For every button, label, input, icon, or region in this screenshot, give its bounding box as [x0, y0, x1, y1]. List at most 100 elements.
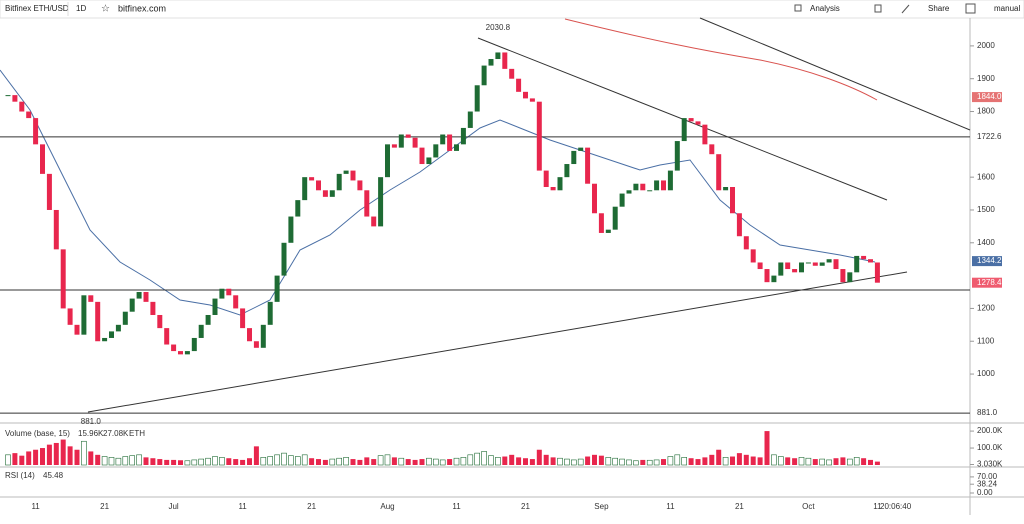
- candle: [102, 337, 108, 342]
- candle: [309, 177, 315, 181]
- favorite-star[interactable]: ☆: [101, 4, 110, 15]
- analysis-icon: [794, 4, 802, 12]
- volume-last: 15.96K: [78, 429, 104, 438]
- price-annotation: 2030.8: [486, 23, 511, 32]
- indicators-icon[interactable]: [874, 4, 882, 13]
- interval[interactable]: 1D: [76, 4, 86, 13]
- candle: [681, 118, 687, 142]
- volume-bar: [702, 457, 708, 465]
- x-tick-label: 21: [307, 502, 316, 511]
- symbol[interactable]: Bitfinex ETH/USD: [5, 4, 69, 13]
- volume-bar: [205, 457, 211, 466]
- volume-bar: [681, 457, 688, 466]
- candle: [371, 216, 377, 227]
- draw-icon[interactable]: [901, 4, 910, 14]
- candle: [419, 147, 425, 165]
- price-tag: [972, 277, 1002, 288]
- candle: [281, 242, 287, 276]
- candle: [143, 292, 149, 302]
- y-tick-label: 1400: [977, 238, 995, 247]
- candle: [516, 78, 522, 92]
- volume-bar: [281, 452, 287, 466]
- candle: [219, 288, 225, 299]
- volume-bar: [26, 451, 32, 465]
- volume-bar: [122, 456, 129, 466]
- candle: [785, 262, 791, 270]
- volume-bar: [364, 457, 370, 465]
- volume-bar: [646, 459, 653, 466]
- share-button[interactable]: Share: [928, 4, 950, 13]
- volume-bar: [198, 458, 204, 466]
- volume-bar: [19, 455, 25, 465]
- fullscreen-icon[interactable]: [965, 3, 976, 14]
- volume-bar: [640, 459, 646, 465]
- volume-bar: [164, 459, 170, 465]
- x-tick-label: 11: [31, 502, 40, 511]
- candle: [854, 255, 860, 273]
- analysis-button[interactable]: Analysis: [810, 4, 840, 13]
- volume-bar: [543, 454, 549, 465]
- volume-bar: [633, 460, 639, 466]
- volume-bar: [171, 459, 177, 465]
- volume-bar: [150, 458, 156, 465]
- volume-bar: [771, 454, 777, 466]
- volume-bar: [447, 459, 453, 465]
- volume-bar: [819, 458, 826, 466]
- trend-line: [87, 271, 908, 413]
- candle: [385, 144, 390, 178]
- x-tick-label: 11: [666, 502, 675, 511]
- volume-bar: [95, 454, 101, 465]
- volume-bar: [439, 459, 446, 466]
- volume-bar: [350, 459, 356, 465]
- volume-bar: [488, 455, 494, 466]
- volume-bar: [136, 454, 142, 466]
- candle: [115, 324, 121, 332]
- candle: [550, 187, 556, 191]
- volume-bar: [661, 459, 666, 465]
- candle: [19, 101, 25, 112]
- candle: [523, 91, 528, 99]
- candle: [826, 259, 832, 263]
- candle: [260, 324, 266, 348]
- volume-bar: [88, 451, 94, 465]
- candle: [805, 262, 811, 264]
- volume-bar: [481, 451, 487, 466]
- volume-bar: [274, 454, 280, 466]
- x-tick-label: 21: [100, 502, 109, 511]
- volume-bar: [267, 456, 274, 466]
- volume-bar: [288, 455, 294, 466]
- volume-bar: [398, 457, 405, 466]
- volume-bar: [868, 459, 873, 465]
- candle: [198, 324, 204, 338]
- mode[interactable]: manual: [994, 4, 1020, 13]
- volume-bar: [722, 457, 729, 466]
- candle: [702, 124, 708, 145]
- volume-bar: [585, 456, 591, 465]
- volume-bar: [853, 457, 860, 466]
- candle: [529, 98, 535, 102]
- volume-bar: [495, 457, 501, 466]
- y-tick-label: 70.00: [977, 472, 998, 481]
- candle: [667, 170, 673, 191]
- volume-bar: [653, 459, 660, 466]
- site-link[interactable]: bitfinex.com: [118, 3, 166, 13]
- volume-bar: [391, 457, 397, 465]
- volume-bar: [247, 458, 252, 465]
- candle: [426, 157, 432, 165]
- volume-bar: [212, 456, 218, 466]
- volume-bar: [730, 456, 735, 465]
- volume-bar: [294, 456, 301, 466]
- volume-bar: [60, 439, 66, 465]
- candle: [778, 262, 784, 276]
- candle: [378, 177, 384, 227]
- lower-panes: Volume (base, 15) 15.96K 27.08K ETH RSI …: [5, 429, 912, 511]
- candle: [840, 269, 846, 283]
- candle: [709, 144, 715, 155]
- volume-bar: [805, 457, 812, 466]
- candle: [716, 154, 722, 191]
- candle: [736, 213, 742, 237]
- volume-bar: [846, 458, 853, 466]
- candle: [164, 328, 170, 345]
- y-tick-label: 1200: [977, 304, 995, 313]
